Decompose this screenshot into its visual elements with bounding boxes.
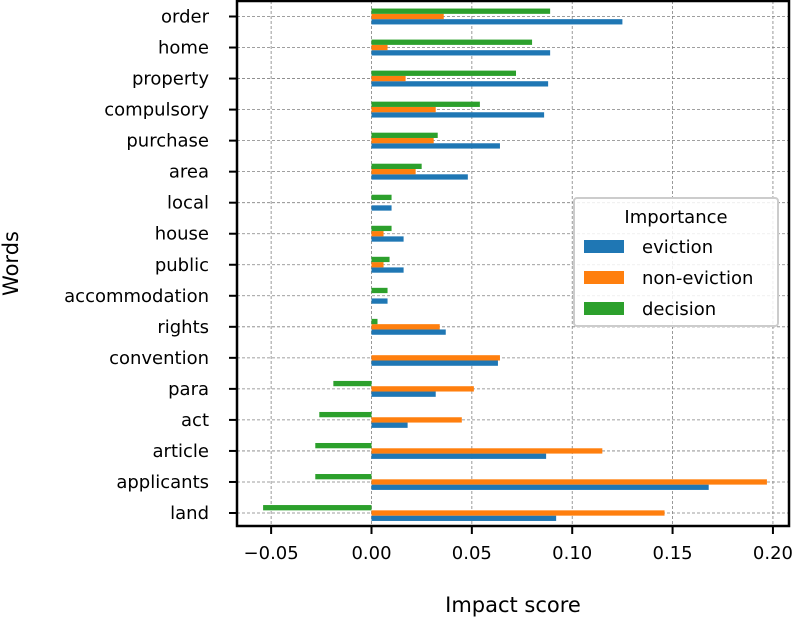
y-tick-label: act <box>181 410 209 431</box>
bar-eviction-home <box>371 50 551 56</box>
bar-decision-compulsory <box>371 101 480 107</box>
bar-decision-article <box>315 442 372 449</box>
bar-non-eviction-compulsory <box>371 106 436 113</box>
bar-decision-local <box>371 194 392 201</box>
y-tick-label: compulsory <box>104 100 209 121</box>
bar-eviction-rights <box>371 329 446 335</box>
bar-non-eviction-house <box>371 231 384 237</box>
y-tick-label: public <box>155 255 209 276</box>
bar-decision-rights <box>371 318 378 325</box>
plot-frame <box>235 0 791 528</box>
y-tick-label: applicants <box>116 472 209 493</box>
bar-eviction-order <box>371 19 623 25</box>
bar-eviction-para <box>371 391 436 397</box>
bar-decision-property <box>371 70 517 76</box>
bar-eviction-accommodation <box>371 298 388 304</box>
y-tick-label: local <box>167 193 209 214</box>
bar-non-eviction-home <box>371 44 388 51</box>
y-tick-label: accommodation <box>64 286 209 307</box>
y-axis-label: Words <box>0 231 23 296</box>
legend-swatch-non-eviction <box>584 271 624 284</box>
bar-non-eviction-public <box>371 262 384 268</box>
x-tick-label: 0.20 <box>753 543 793 564</box>
legend-box <box>573 197 779 327</box>
y-tick-label: area <box>169 162 209 183</box>
bar-decision-house <box>371 225 392 232</box>
x-axis-ticks: −0.05 0.00 0.05 0.10 0.15 0.20 <box>244 526 793 564</box>
bar-non-eviction-order <box>371 13 444 20</box>
bar-decision-purchase <box>371 132 438 138</box>
y-tick-label: order <box>161 7 210 28</box>
y-tick-label: land <box>170 503 209 524</box>
bar-non-eviction-act <box>371 417 462 423</box>
legend-title: Importance <box>624 207 727 228</box>
bar-eviction-local <box>371 205 392 211</box>
bar-decision-para <box>333 380 372 387</box>
bar-non-eviction-purchase <box>371 137 434 144</box>
y-tick-label: purchase <box>126 131 209 152</box>
legend-label-decision: decision <box>642 299 716 320</box>
bar-decision-home <box>371 39 533 45</box>
bar-non-eviction-rights <box>371 324 440 330</box>
bar-eviction-land <box>371 515 557 521</box>
y-tick-label: convention <box>109 348 209 369</box>
bar-decision-order <box>371 8 551 14</box>
bar-non-eviction-land <box>371 510 665 516</box>
bar-eviction-property <box>371 81 549 87</box>
y-tick-label: article <box>153 441 209 462</box>
bar-eviction-act <box>371 422 408 428</box>
y-tick-label: rights <box>157 317 209 338</box>
bar-decision-accommodation <box>371 287 388 294</box>
bar-eviction-applicants <box>371 484 709 490</box>
x-tick-label: 0.10 <box>552 543 592 564</box>
bar-eviction-public <box>371 267 404 273</box>
legend-label-eviction: eviction <box>642 237 713 258</box>
bar-eviction-purchase <box>371 143 500 149</box>
x-axis-label: Impact score <box>445 593 581 617</box>
y-axis-ticks: order home property compulsory purchase area l… <box>64 7 237 524</box>
y-tick-label: home <box>158 38 209 59</box>
bar-decision-area <box>371 163 422 170</box>
x-tick-label: 0.15 <box>653 543 693 564</box>
legend-items: eviction non-eviction decision <box>584 237 753 320</box>
x-tick-label: −0.05 <box>244 543 299 564</box>
bar-non-eviction-property <box>371 75 406 82</box>
y-tick-label: house <box>155 224 209 245</box>
bar-non-eviction-area <box>371 169 416 175</box>
bar-non-eviction-applicants <box>371 479 767 485</box>
bar-eviction-convention <box>371 360 498 366</box>
bar-decision-act <box>319 411 372 418</box>
legend-label-non-eviction: non-eviction <box>642 268 753 289</box>
bar-eviction-compulsory <box>371 112 545 118</box>
bar-decision-applicants <box>315 474 372 480</box>
bar-eviction-area <box>371 174 468 180</box>
x-tick-label: 0.05 <box>452 543 492 564</box>
bar-eviction-article <box>371 453 547 459</box>
y-tick-label: para <box>168 379 209 400</box>
legend-swatch-decision <box>584 302 624 315</box>
x-tick-label: 0.00 <box>351 543 391 564</box>
legend: Importance eviction non-eviction decision <box>573 197 779 327</box>
bars <box>263 8 767 521</box>
y-tick-label: property <box>132 69 209 90</box>
bar-eviction-house <box>371 236 404 242</box>
bar-decision-public <box>371 256 390 263</box>
bar-non-eviction-para <box>371 386 474 392</box>
bar-non-eviction-article <box>371 448 603 454</box>
bar-decision-land <box>263 505 372 511</box>
legend-swatch-eviction <box>584 240 624 253</box>
bar-non-eviction-convention <box>371 355 500 361</box>
